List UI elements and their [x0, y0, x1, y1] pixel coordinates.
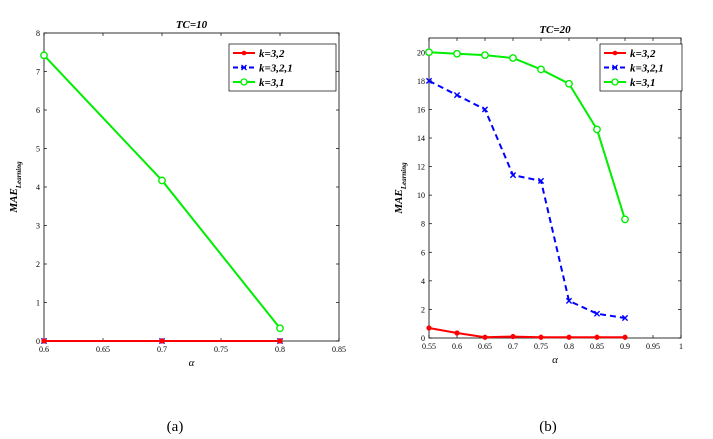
x-tick-label: 0.6 — [39, 345, 49, 354]
data-point-0 — [454, 330, 460, 336]
y-axis-label: MAELearning — [393, 162, 408, 215]
data-point-2 — [425, 48, 433, 57]
data-point-2 — [565, 79, 573, 88]
y-tick-label: 1 — [36, 299, 40, 308]
data-point-2 — [40, 51, 48, 60]
x-tick-label: 0.55 — [422, 342, 436, 351]
legend-marker-2 — [240, 78, 248, 86]
legend-marker-0 — [612, 50, 618, 56]
y-tick-label: 14 — [417, 134, 425, 143]
legend-label-1: k=3,2,1 — [259, 63, 293, 75]
data-point-1 — [509, 172, 517, 179]
data-point-2 — [621, 215, 629, 224]
y-tick-label: 4 — [421, 277, 425, 286]
legend-label-0: k=3,2 — [630, 48, 656, 60]
legend-marker-0 — [241, 50, 247, 56]
data-point-2 — [453, 49, 461, 58]
legend-label-2: k=3,1 — [259, 77, 285, 89]
data-point-2 — [593, 125, 601, 134]
y-tick-label: 0 — [421, 334, 425, 343]
legend-marker-2 — [611, 78, 619, 86]
data-point-2 — [158, 176, 166, 185]
x-tick-label: 0.85 — [332, 345, 346, 354]
data-point-1 — [537, 177, 545, 184]
legend-marker-1 — [241, 64, 247, 71]
y-tick-label: 5 — [36, 145, 40, 154]
x-tick-label: 0.8 — [564, 342, 574, 351]
x-tick-label: 0.6 — [452, 342, 462, 351]
y-tick-label: 0 — [36, 337, 40, 346]
chart-b: 0.55 0.6 0.65 0.7 0.75 0.8 0.85 0.9 0.95 10246810… — [393, 24, 683, 366]
data-point-1 — [621, 314, 629, 322]
y-tick-label: 8 — [421, 220, 425, 229]
series-line-1 — [428, 79, 626, 319]
data-point-0 — [277, 338, 283, 344]
legend-label-0: k=3,2 — [259, 48, 285, 60]
y-tick-label: 6 — [36, 106, 40, 115]
y-tick-label: 16 — [417, 105, 425, 114]
y-tick-label: 18 — [417, 77, 425, 86]
y-axis-label-main: MAE — [393, 189, 405, 214]
y-axis-label-subscript: Learning — [15, 161, 23, 189]
x-tick-label: 0.95 — [646, 342, 660, 351]
caption-a: (a) — [167, 419, 184, 435]
x-tick-label: 0.7 — [508, 342, 518, 351]
y-axis-label: MAELearning — [8, 161, 23, 214]
data-point-0 — [426, 325, 432, 331]
y-axis-label-subscript: Learning — [400, 162, 408, 190]
y-tick-label: 8 — [36, 29, 40, 38]
y-tick-label: 7 — [36, 68, 40, 77]
x-tick-label: 0.7 — [157, 345, 167, 354]
legend-label-2: k=3,1 — [630, 77, 656, 89]
x-tick-label: 0.8 — [275, 345, 285, 354]
data-point-1 — [425, 77, 433, 84]
x-axis-label: α — [552, 354, 558, 366]
data-point-0 — [566, 334, 572, 340]
y-tick-label: 20 — [417, 48, 425, 57]
data-point-1 — [593, 310, 601, 317]
data-point-1 — [453, 92, 461, 99]
chart-title: TC=10 — [176, 19, 208, 31]
data-point-1 — [481, 106, 489, 113]
x-tick-label: 0.9 — [620, 342, 630, 351]
x-tick-label: 0.65 — [96, 345, 110, 354]
data-point-0 — [41, 338, 47, 344]
data-point-2 — [537, 65, 545, 74]
y-tick-label: 2 — [36, 260, 40, 269]
x-axis-label: α — [189, 357, 195, 369]
y-tick-label: 4 — [36, 183, 40, 192]
y-tick-label: 3 — [36, 222, 40, 231]
data-point-0 — [510, 333, 516, 340]
y-tick-label: 6 — [421, 248, 425, 257]
x-tick-label: 1 — [679, 342, 683, 351]
legend-label-1: k=3,2,1 — [630, 63, 664, 75]
data-point-0 — [594, 334, 600, 340]
chart-title: TC=20 — [539, 24, 571, 36]
y-tick-label: 12 — [417, 163, 425, 172]
data-point-0 — [622, 334, 628, 340]
series-line-2 — [428, 51, 626, 220]
y-axis-label-main: MAE — [8, 188, 20, 213]
caption-b: (b) — [539, 419, 557, 435]
x-tick-label: 0.85 — [590, 342, 604, 351]
data-point-0 — [159, 338, 165, 344]
x-tick-label: 0.65 — [478, 342, 492, 351]
series-line-2 — [43, 54, 281, 329]
data-point-2 — [481, 51, 489, 60]
data-point-0 — [538, 334, 544, 340]
x-tick-label: 0.75 — [534, 342, 548, 351]
data-point-0 — [482, 334, 488, 340]
data-point-2 — [509, 54, 517, 62]
x-tick-label: 0.75 — [214, 345, 228, 354]
legend-marker-1 — [612, 64, 618, 71]
data-point-1 — [565, 297, 573, 304]
data-point-2 — [276, 324, 284, 333]
series-line-0 — [428, 327, 625, 339]
chart-a: 0.6 0.65 0.7 0.75 0.8 0.85 0 1 2 3 4 5 6 7 8 TC=10 α MAEL… — [8, 19, 346, 369]
y-tick-label: 2 — [421, 305, 425, 314]
y-tick-label: 10 — [417, 191, 425, 200]
